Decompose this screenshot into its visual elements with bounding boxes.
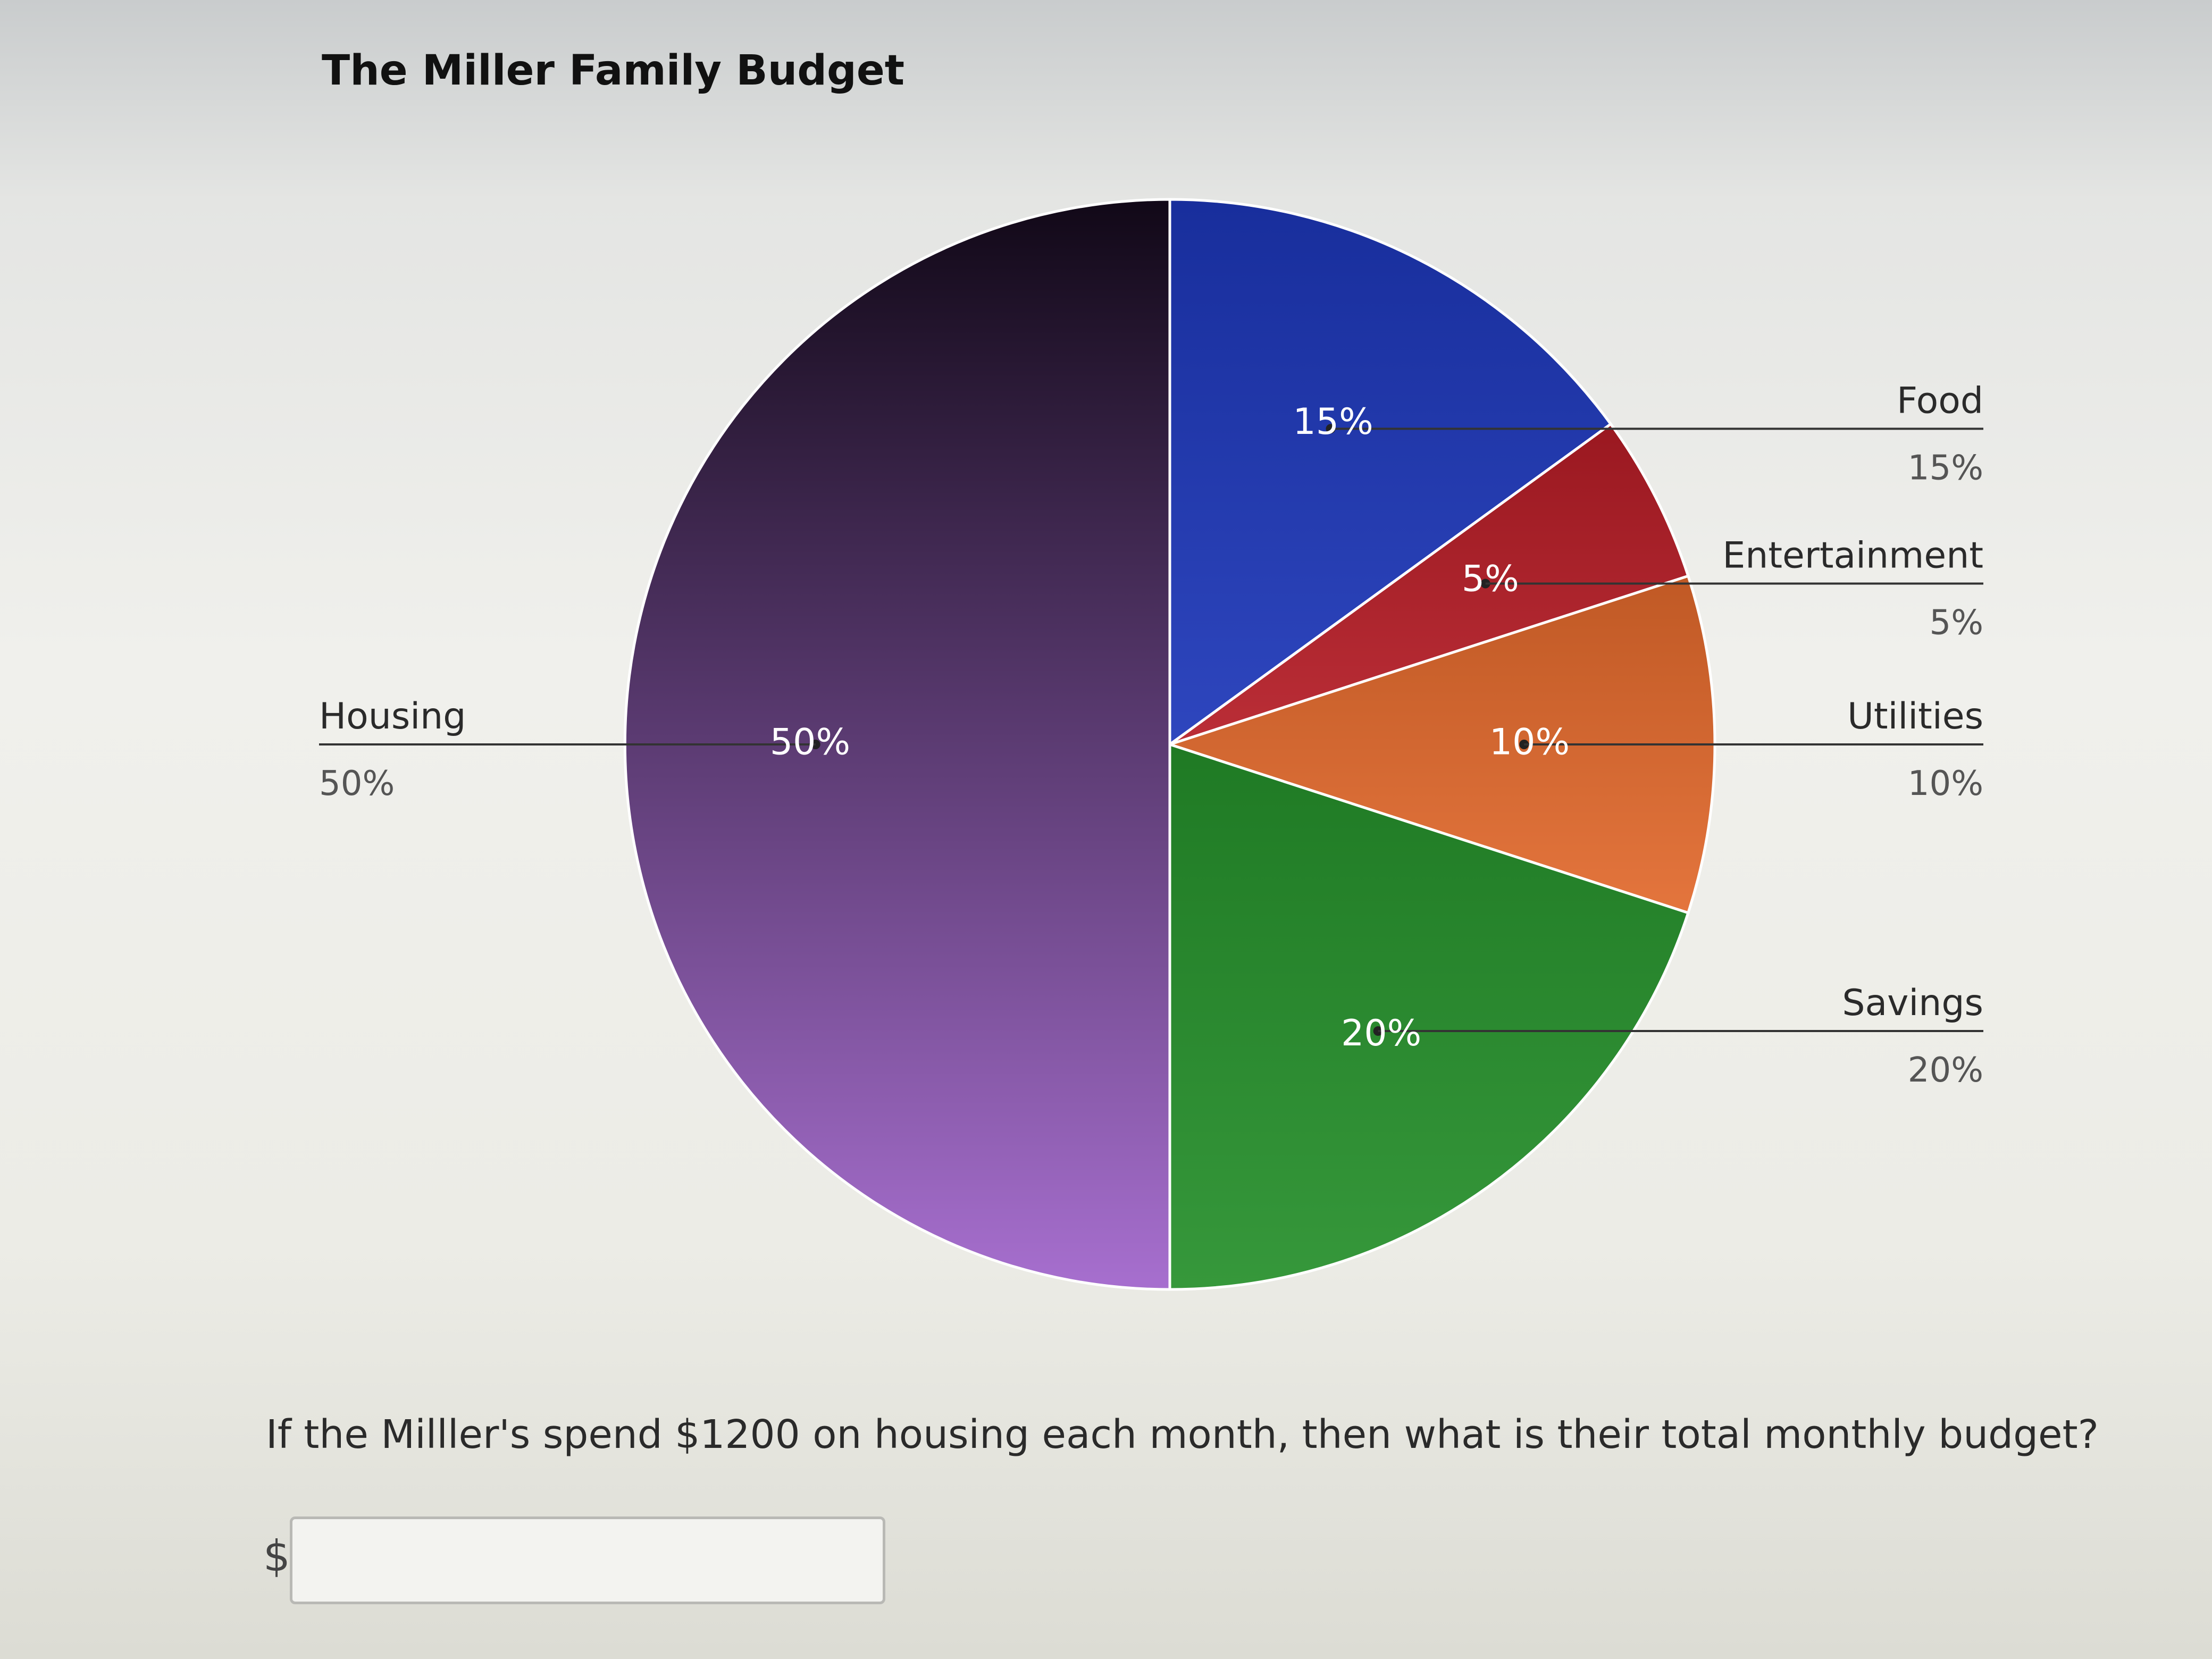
legend-name-entertainment: Entertainment	[1722, 535, 1983, 577]
currency-symbol: $	[263, 1531, 290, 1581]
slice-label-entertainment: 5%	[1462, 558, 1519, 600]
question-text: If the Milller's spend $1200 on housing …	[266, 1412, 2099, 1457]
legend-name-housing: Housing	[319, 696, 466, 738]
pie-slices	[623, 198, 1716, 1291]
pie-slice-entertainment	[1169, 422, 1690, 746]
leader-lines	[319, 424, 1983, 1036]
slice-label-housing: 50%	[770, 722, 850, 764]
slice-label-utilities: 10%	[1489, 722, 1570, 764]
pie-legend: Food 15% Entertainment 5% Utilities 10% Saving…	[319, 380, 1983, 1090]
pie-slice-food	[1168, 198, 1613, 747]
page-title: The Miller Family Budget	[322, 47, 905, 95]
legend-name-food: Food	[1897, 380, 1983, 422]
legend-value-entertainment: 5%	[1929, 604, 1983, 643]
slice-label-food: 15%	[1293, 401, 1373, 443]
legend-value-savings: 20%	[1908, 1051, 1983, 1090]
legend-name-utilities: Utilities	[1847, 696, 1983, 738]
answer-input[interactable]	[290, 1516, 885, 1604]
legend-value-housing: 50%	[319, 764, 395, 803]
slice-labels: 15% 5% 10% 20% 50%	[770, 401, 1570, 1054]
slice-label-savings: 20%	[1341, 1012, 1421, 1054]
legend-value-food: 15%	[1908, 448, 1983, 488]
legend-name-savings: Savings	[1842, 982, 1983, 1024]
legend-value-utilities: 10%	[1908, 764, 1983, 803]
pie-slice-savings	[1168, 742, 1690, 1291]
